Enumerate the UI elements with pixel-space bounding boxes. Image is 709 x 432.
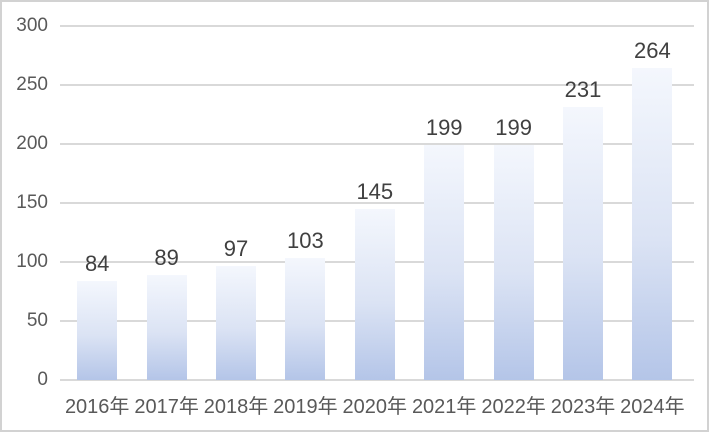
gridline-200 [60, 143, 694, 145]
bar-2021年 [424, 145, 465, 380]
y-axis-tick-label: 150 [16, 192, 48, 213]
bar-2019年 [285, 258, 326, 380]
x-axis-tick-label: 2020年 [342, 396, 408, 418]
bar-2022年 [493, 145, 534, 380]
x-axis-tick-label: 2016年 [64, 396, 130, 418]
bar-value-label: 199 [425, 115, 463, 141]
x-axis-tick-label: 2024年 [620, 396, 685, 418]
y-axis-tick-label: 250 [16, 74, 48, 95]
bar-value-label: 89 [154, 244, 179, 270]
y-axis-tick-label: 50 [26, 310, 48, 331]
bar-value-label: 231 [564, 77, 602, 103]
x-axis-tick-label: 2022年 [481, 396, 546, 418]
x-axis-tick-label: 2018年 [203, 396, 269, 418]
bar-2016年 [77, 280, 118, 380]
bar-2020年 [354, 208, 395, 380]
x-axis-tick-label: 2021年 [411, 396, 477, 418]
x-axis-line [60, 379, 694, 381]
y-axis-tick-label: 200 [16, 133, 48, 154]
bar-2024年 [632, 68, 673, 380]
bar-value-label: 145 [356, 178, 394, 204]
x-axis-tick-label: 2023年 [550, 396, 616, 418]
bar-2018年 [216, 265, 256, 380]
gridline-300 [60, 25, 694, 27]
bar-value-label: 199 [495, 115, 532, 141]
bar-value-label: 103 [287, 228, 324, 254]
y-axis-tick-label: 0 [37, 369, 48, 390]
bar-value-label: 84 [84, 250, 110, 276]
gridline-250 [60, 84, 694, 86]
bar-2023年 [563, 107, 603, 380]
bar-2017年 [146, 274, 187, 380]
gridline-150 [60, 202, 694, 204]
x-axis-tick-label: 2019年 [273, 396, 338, 418]
bar-value-label: 97 [223, 235, 249, 261]
y-axis-tick-label: 100 [16, 251, 48, 272]
bar-value-label: 264 [634, 38, 671, 64]
y-axis-tick-label: 300 [16, 15, 48, 36]
x-axis-tick-label: 2017年 [134, 396, 199, 418]
